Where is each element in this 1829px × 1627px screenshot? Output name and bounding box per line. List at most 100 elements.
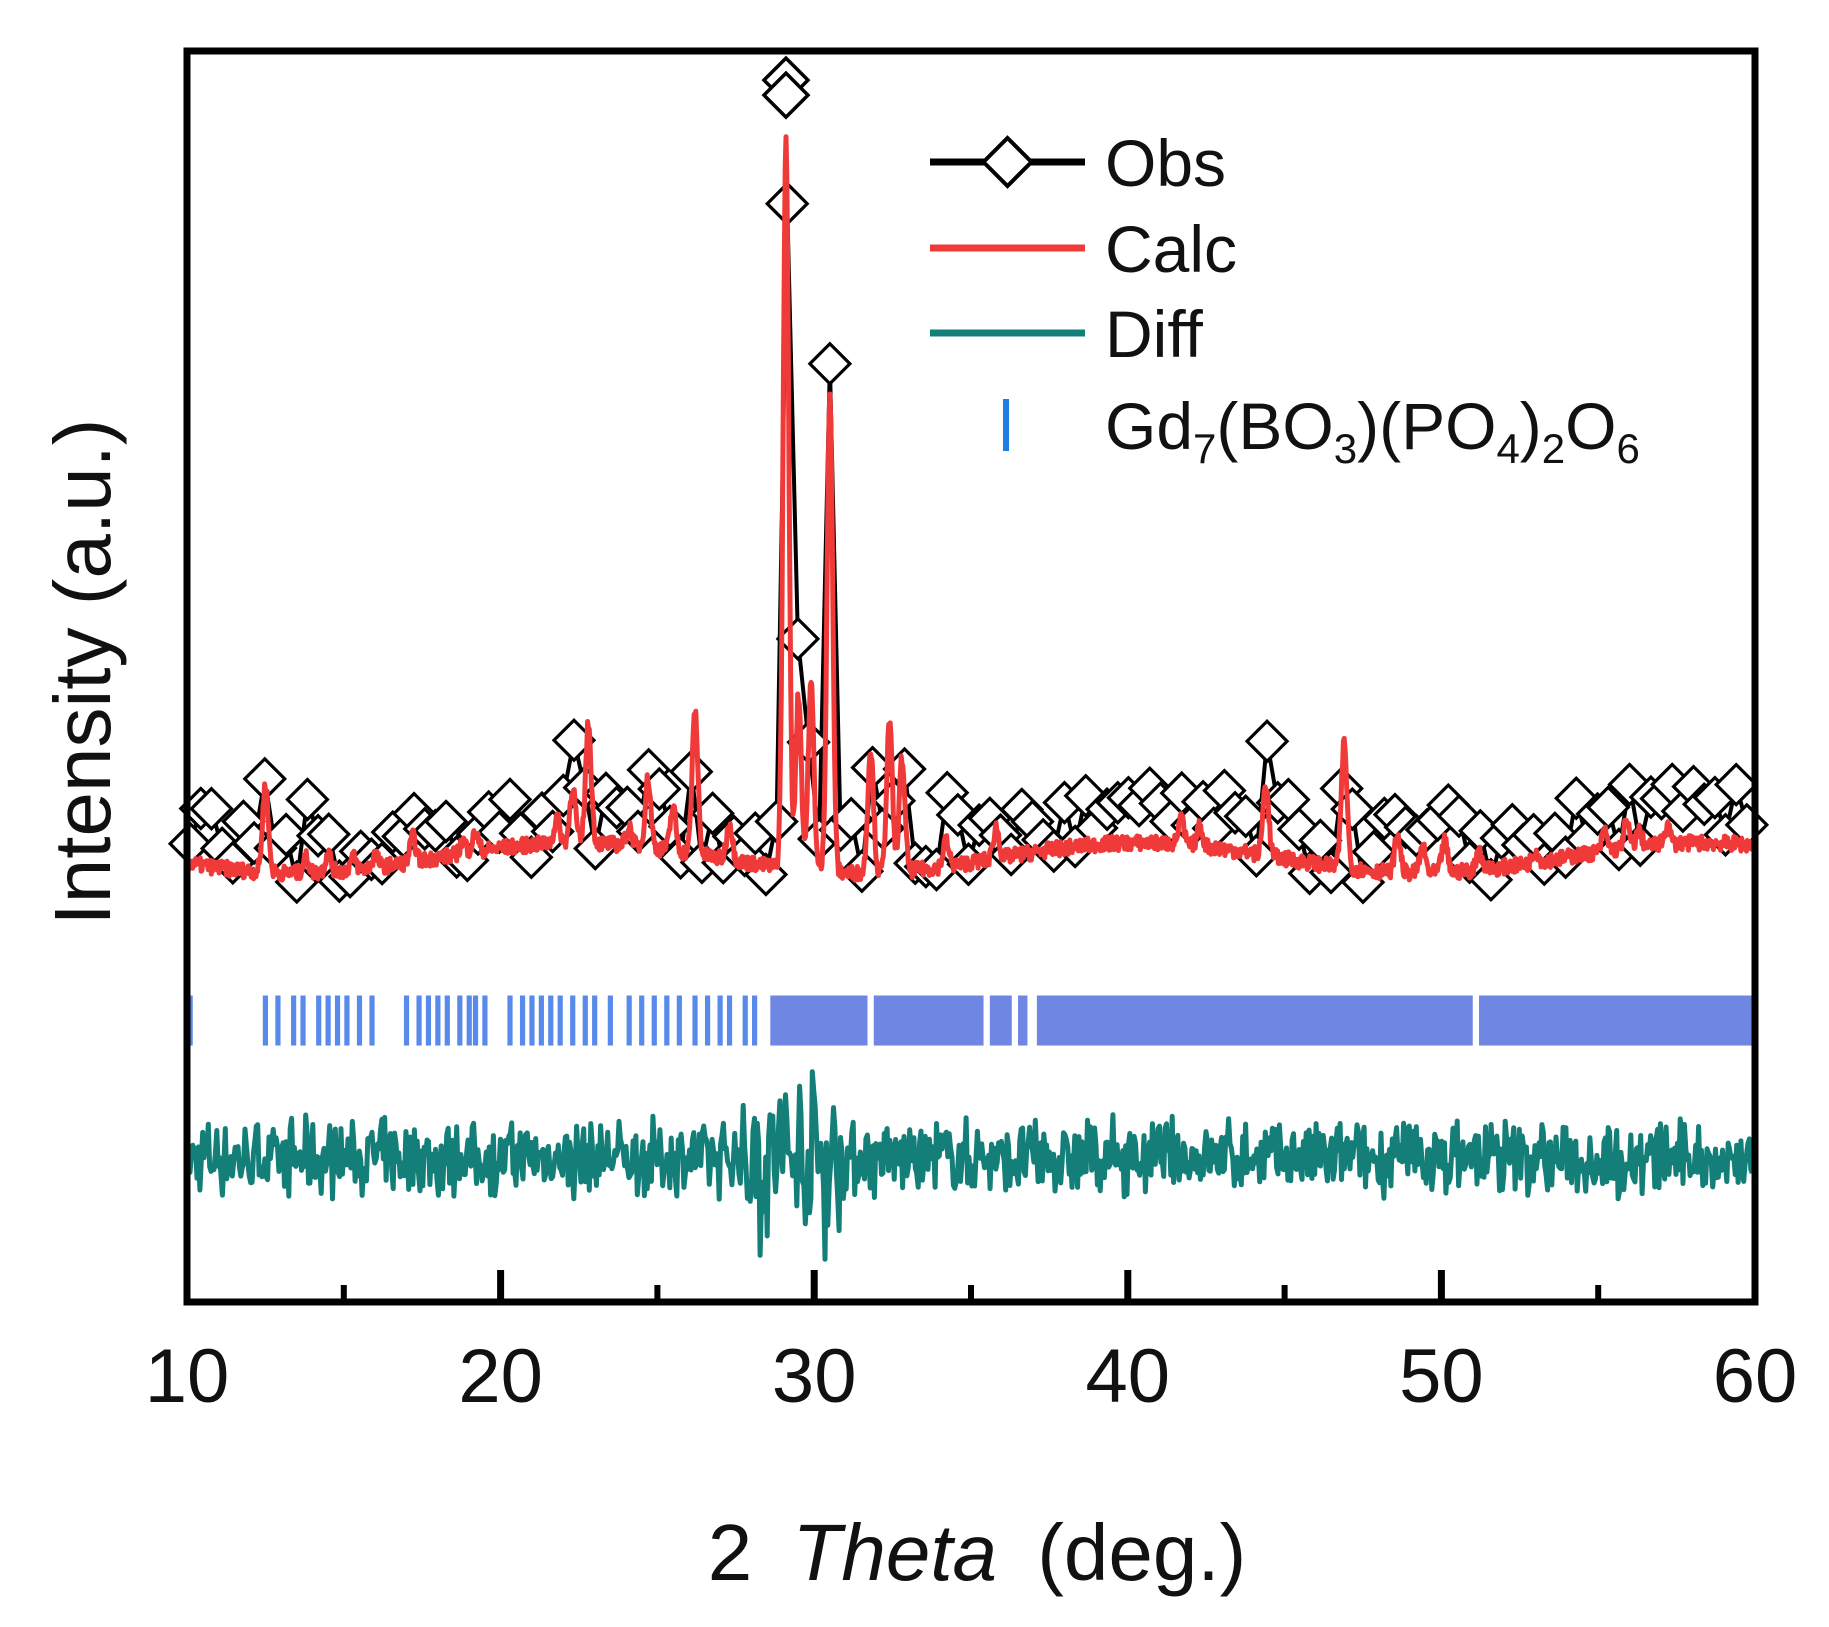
reflection-tick xyxy=(529,995,535,1046)
calc-series-line xyxy=(184,134,1758,883)
obs-point xyxy=(1244,719,1290,764)
x-axis-label-unit: (deg.) xyxy=(1037,1508,1246,1597)
legend-diamond xyxy=(980,135,1035,189)
reflection-tick xyxy=(482,995,488,1046)
x-tick-label: 30 xyxy=(772,1334,857,1419)
reflection-tick-band xyxy=(1036,995,1473,1046)
legend: Obs Calc Diff Gd7(BO3)(PO4)2O6 xyxy=(930,126,1640,472)
obs-point xyxy=(807,341,853,386)
legend-label-part: Gd xyxy=(1105,389,1193,463)
legend-entry-calc: Calc xyxy=(930,212,1237,286)
obs-point xyxy=(285,777,330,822)
reflection-tick xyxy=(592,995,598,1046)
reflection-tick xyxy=(300,995,306,1046)
reflection-tick xyxy=(726,995,733,1046)
reflection-tick xyxy=(262,995,268,1046)
reflection-tick xyxy=(403,995,410,1046)
reflection-tick xyxy=(626,995,632,1046)
legend-label-part: ) xyxy=(1520,389,1542,463)
obs-point xyxy=(1276,807,1322,852)
obs-point xyxy=(263,812,309,857)
reflection-tick xyxy=(639,995,645,1046)
reflection-tick xyxy=(752,995,758,1046)
obs-series-line xyxy=(188,203,1749,884)
reflection-ticks xyxy=(187,995,1755,1046)
reflection-tick-band xyxy=(1479,995,1755,1046)
reflection-tick xyxy=(291,995,297,1046)
x-tick-label: 60 xyxy=(1713,1334,1798,1419)
obs-point xyxy=(487,777,533,822)
reflection-tick xyxy=(582,995,588,1046)
reflection-tick xyxy=(664,995,670,1046)
legend-label-sub: 6 xyxy=(1616,425,1639,472)
x-tick-label: 20 xyxy=(458,1334,543,1419)
reflection-tick xyxy=(344,995,350,1046)
plot-area xyxy=(167,55,1770,1262)
reflection-tick xyxy=(444,995,450,1046)
reflection-tick xyxy=(704,995,711,1046)
legend-tick-swatch xyxy=(1003,399,1009,451)
legend-label: Obs xyxy=(1105,126,1226,200)
plot-frame xyxy=(183,47,1759,1306)
legend-label: Calc xyxy=(1105,212,1237,286)
legend-label-sub: 3 xyxy=(1334,425,1357,472)
legend-label: Gd7(BO3)(PO4)2O6 xyxy=(1105,389,1640,472)
reflection-tick xyxy=(435,995,441,1046)
reflection-tick xyxy=(325,995,331,1046)
legend-entry-obs: Obs xyxy=(930,126,1226,200)
reflection-tick xyxy=(275,995,281,1046)
legend-label: Diff xyxy=(1105,297,1203,371)
y-axis-label: Intensity (a.u.) xyxy=(38,419,127,926)
obs-point xyxy=(761,70,811,120)
obs-point xyxy=(1585,785,1631,830)
reflection-tick xyxy=(676,995,682,1046)
reflection-tick xyxy=(425,995,432,1046)
reflection-tick xyxy=(538,995,544,1046)
obs-point xyxy=(1223,794,1268,839)
reflection-tick-band xyxy=(873,995,984,1046)
reflection-tick xyxy=(457,995,463,1046)
legend-label-sub: 7 xyxy=(1193,425,1216,472)
obs-point xyxy=(1713,762,1759,807)
reflection-tick xyxy=(369,995,375,1046)
reflection-tick xyxy=(356,995,363,1046)
x-axis-label: 2 Theta (deg.) xyxy=(708,1508,1247,1597)
reflection-tick xyxy=(742,995,748,1046)
x-tick-label: 50 xyxy=(1399,1334,1484,1419)
legend-label-part: (BO xyxy=(1216,389,1333,463)
x-tick-label: 10 xyxy=(145,1334,230,1419)
reflection-tick xyxy=(717,995,723,1046)
reflection-tick xyxy=(548,995,554,1046)
reflection-tick xyxy=(316,995,322,1046)
reflection-tick xyxy=(416,995,422,1046)
reflection-tick xyxy=(692,995,698,1046)
reflection-tick xyxy=(472,995,479,1046)
obs-point xyxy=(1063,773,1109,819)
reflection-tick xyxy=(334,995,341,1046)
reflection-tick xyxy=(570,995,576,1046)
obs-point xyxy=(935,792,981,838)
legend-label-part: )(PO xyxy=(1357,389,1496,463)
x-axis-label-prefix: 2 xyxy=(708,1508,753,1597)
reflection-tick-band xyxy=(1018,995,1028,1046)
reflection-tick xyxy=(651,995,657,1046)
legend-label-sub: 2 xyxy=(1542,425,1565,472)
reflection-tick xyxy=(507,995,513,1046)
reflection-tick-band xyxy=(989,995,1012,1046)
reflection-tick xyxy=(466,995,472,1046)
x-axis-label-theta: Theta xyxy=(792,1508,997,1597)
x-axis-ticks: 10 20 30 40 50 60 xyxy=(145,1270,1798,1419)
reflection-tick-band xyxy=(770,995,868,1046)
x-tick-label: 40 xyxy=(1086,1334,1171,1419)
reflection-tick xyxy=(607,995,613,1046)
obs-series xyxy=(167,55,1770,905)
obs-point xyxy=(423,799,469,844)
reflection-tick xyxy=(519,995,526,1046)
reflection-tick xyxy=(557,995,563,1046)
legend-entry-gd7-bo3-po4-2o6: Gd7(BO3)(PO4)2O6 xyxy=(1003,389,1640,472)
legend-entry-diff: Diff xyxy=(930,297,1203,371)
diff-series-line xyxy=(186,1069,1755,1262)
legend-label-sub: 4 xyxy=(1496,425,1519,472)
obs-point xyxy=(189,786,234,831)
